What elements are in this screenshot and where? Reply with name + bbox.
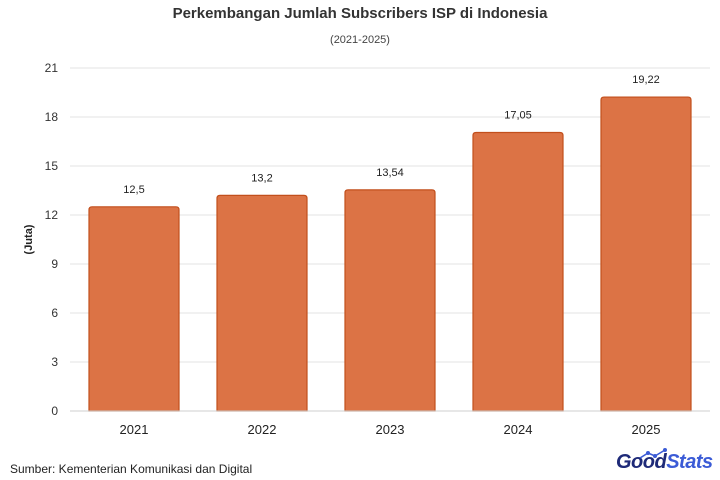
- logo-stats-text: Stats: [666, 451, 713, 473]
- y-tick-label: 3: [51, 355, 58, 369]
- x-tick-label: 2021: [120, 422, 149, 437]
- y-tick-label: 15: [45, 159, 59, 173]
- bar-2021: [88, 206, 180, 412]
- chart-subtitle: (2021-2025): [330, 34, 390, 46]
- y-tick-label: 18: [45, 110, 59, 124]
- y-axis-title: (Juta): [23, 224, 35, 254]
- bar-2024: [472, 131, 564, 412]
- source-note: Sumber: Kementerian Komunikasi dan Digit…: [10, 462, 253, 476]
- x-tick-label: 2024: [504, 422, 533, 437]
- y-tick-label: 12: [45, 208, 59, 222]
- x-tick-label: 2025: [632, 422, 661, 437]
- x-tick-label: 2023: [376, 422, 405, 437]
- goodstats-logo: GoodStats: [616, 448, 713, 474]
- x-tick-label: 2022: [248, 422, 277, 437]
- logo-trend-icon: [639, 448, 667, 459]
- bar-2022: [216, 194, 308, 412]
- bar-chart: 0 3 6 9 12 15 18 21 (Juta) 12,5 2021 13,2 2022 13,54 2…: [23, 61, 710, 437]
- bar-value-label: 13,2: [251, 172, 272, 184]
- y-tick-label: 21: [45, 61, 59, 75]
- bar-2025: [600, 96, 692, 412]
- bar-value-label: 12,5: [123, 184, 144, 196]
- y-tick-label: 6: [51, 306, 58, 320]
- chart-title: Perkembangan Jumlah Subscribers ISP di I…: [172, 5, 548, 22]
- y-tick-label: 9: [51, 257, 58, 271]
- y-tick-label: 0: [51, 404, 58, 418]
- bar-value-label: 19,22: [632, 74, 660, 86]
- bar-2023: [344, 189, 436, 412]
- bar-value-label: 13,54: [376, 167, 404, 179]
- bar-value-label: 17,05: [504, 110, 532, 122]
